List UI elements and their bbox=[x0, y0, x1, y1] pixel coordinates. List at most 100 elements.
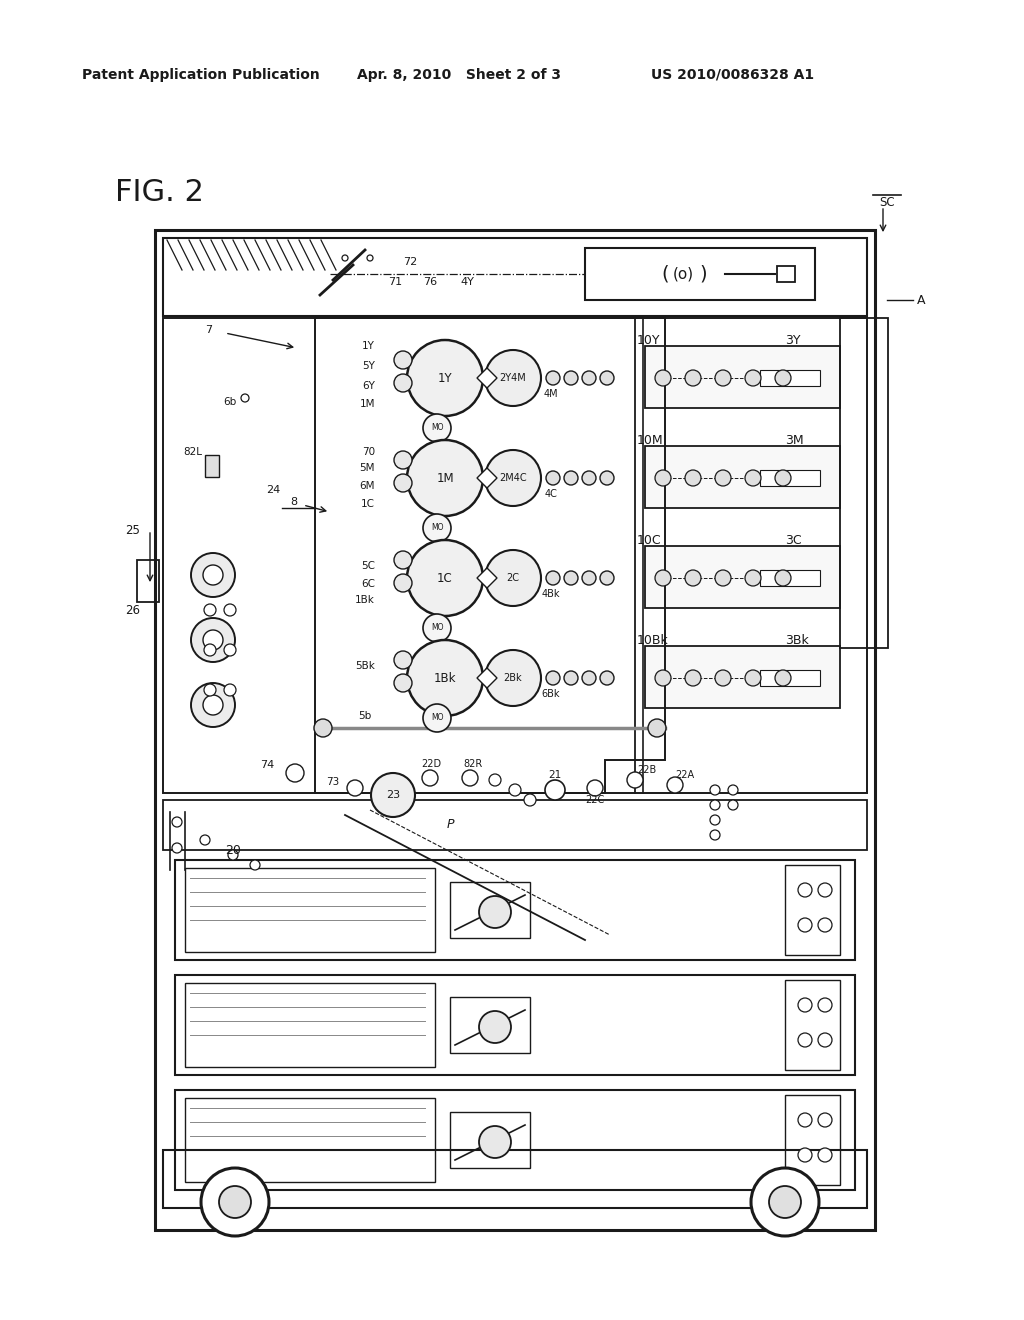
Text: P: P bbox=[446, 818, 454, 832]
Bar bbox=[777, 267, 795, 282]
Text: MO: MO bbox=[431, 524, 443, 532]
Bar bbox=[185, 1098, 435, 1181]
Circle shape bbox=[479, 1011, 511, 1043]
Circle shape bbox=[228, 850, 238, 861]
Text: Apr. 8, 2010   Sheet 2 of 3: Apr. 8, 2010 Sheet 2 of 3 bbox=[357, 69, 561, 82]
Circle shape bbox=[775, 671, 791, 686]
Circle shape bbox=[818, 883, 831, 898]
Circle shape bbox=[394, 675, 412, 692]
Circle shape bbox=[710, 814, 720, 825]
Circle shape bbox=[203, 696, 223, 715]
Bar bbox=[645, 645, 840, 708]
Circle shape bbox=[524, 795, 536, 807]
Circle shape bbox=[394, 651, 412, 669]
Text: 73: 73 bbox=[327, 777, 340, 787]
Circle shape bbox=[564, 471, 578, 484]
Text: Patent Application Publication: Patent Application Publication bbox=[82, 69, 319, 82]
Text: 20: 20 bbox=[225, 843, 241, 857]
Circle shape bbox=[423, 614, 451, 642]
Circle shape bbox=[728, 785, 738, 795]
Circle shape bbox=[798, 1034, 812, 1047]
Text: 82R: 82R bbox=[464, 759, 482, 770]
Circle shape bbox=[342, 255, 348, 261]
Circle shape bbox=[715, 370, 731, 385]
Circle shape bbox=[371, 774, 415, 817]
Circle shape bbox=[546, 471, 560, 484]
Circle shape bbox=[394, 474, 412, 492]
Text: 2Bk: 2Bk bbox=[504, 673, 522, 682]
Circle shape bbox=[600, 572, 614, 585]
Text: 3M: 3M bbox=[785, 433, 804, 446]
Bar bbox=[645, 446, 840, 508]
Text: 74: 74 bbox=[260, 760, 274, 770]
Circle shape bbox=[485, 350, 541, 407]
Text: 3C: 3C bbox=[785, 533, 802, 546]
Text: 4Y: 4Y bbox=[460, 277, 474, 286]
Circle shape bbox=[818, 998, 831, 1012]
Circle shape bbox=[224, 605, 236, 616]
Polygon shape bbox=[477, 368, 497, 388]
Text: 6C: 6C bbox=[361, 579, 375, 589]
Circle shape bbox=[201, 1168, 269, 1236]
Text: MO: MO bbox=[431, 424, 443, 433]
Bar bbox=[163, 238, 867, 315]
Circle shape bbox=[798, 883, 812, 898]
Text: 22B: 22B bbox=[637, 766, 656, 775]
Circle shape bbox=[582, 572, 596, 585]
Text: (o): (o) bbox=[673, 267, 693, 281]
Circle shape bbox=[728, 800, 738, 810]
Circle shape bbox=[546, 671, 560, 685]
Text: 1Y: 1Y bbox=[362, 341, 375, 351]
Circle shape bbox=[667, 777, 683, 793]
Circle shape bbox=[710, 830, 720, 840]
Text: 4M: 4M bbox=[544, 389, 558, 399]
Polygon shape bbox=[477, 668, 497, 688]
Circle shape bbox=[172, 817, 182, 828]
Text: 1M: 1M bbox=[359, 399, 375, 409]
Polygon shape bbox=[477, 568, 497, 587]
Circle shape bbox=[423, 513, 451, 543]
Text: 6M: 6M bbox=[359, 480, 375, 491]
Circle shape bbox=[204, 605, 216, 616]
Text: 2Y4M: 2Y4M bbox=[500, 374, 526, 383]
Text: 2C: 2C bbox=[507, 573, 519, 583]
Text: 1C: 1C bbox=[437, 572, 453, 585]
Circle shape bbox=[685, 570, 701, 586]
Circle shape bbox=[191, 682, 234, 727]
Text: 4Bk: 4Bk bbox=[542, 589, 560, 599]
Circle shape bbox=[685, 671, 701, 686]
Circle shape bbox=[509, 784, 521, 796]
Text: 24: 24 bbox=[266, 484, 281, 495]
Circle shape bbox=[219, 1185, 251, 1218]
Circle shape bbox=[250, 861, 260, 870]
Circle shape bbox=[203, 630, 223, 649]
Text: 5Y: 5Y bbox=[362, 360, 375, 371]
Circle shape bbox=[347, 780, 362, 796]
Circle shape bbox=[745, 671, 761, 686]
Circle shape bbox=[203, 565, 223, 585]
Text: 10Y: 10Y bbox=[637, 334, 660, 346]
Bar bbox=[185, 869, 435, 952]
Bar bbox=[185, 983, 435, 1067]
Text: 4C: 4C bbox=[545, 488, 557, 499]
Circle shape bbox=[600, 671, 614, 685]
Text: US 2010/0086328 A1: US 2010/0086328 A1 bbox=[651, 69, 814, 82]
Circle shape bbox=[710, 800, 720, 810]
Text: 5b: 5b bbox=[358, 711, 372, 721]
Circle shape bbox=[241, 393, 249, 403]
Circle shape bbox=[775, 570, 791, 586]
Circle shape bbox=[423, 704, 451, 733]
Text: 25: 25 bbox=[126, 524, 140, 536]
Circle shape bbox=[775, 370, 791, 385]
Text: 22D: 22D bbox=[421, 759, 441, 770]
Circle shape bbox=[627, 772, 643, 788]
Circle shape bbox=[479, 1126, 511, 1158]
Text: 1Bk: 1Bk bbox=[434, 672, 457, 685]
Bar bbox=[645, 346, 840, 408]
Circle shape bbox=[600, 471, 614, 484]
Text: 70: 70 bbox=[361, 447, 375, 457]
Text: 21: 21 bbox=[549, 770, 561, 780]
Circle shape bbox=[564, 671, 578, 685]
Circle shape bbox=[582, 671, 596, 685]
Circle shape bbox=[462, 770, 478, 785]
